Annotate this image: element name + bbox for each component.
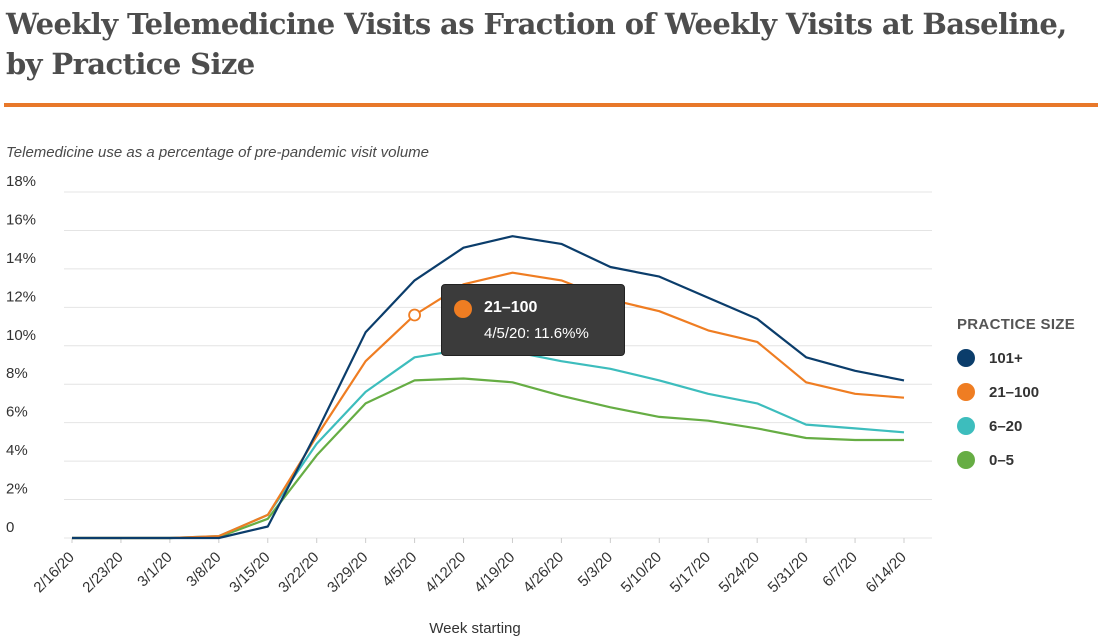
x-tick-label: 4/5/20 (379, 549, 421, 591)
tooltip-series-name: 21–100 (484, 299, 538, 316)
legend-swatch-0-5 (957, 451, 975, 469)
series-lines[interactable] (72, 235, 905, 540)
x-tick-label: 2/16/20 (30, 549, 77, 596)
legend-swatch-6-20 (957, 417, 975, 435)
legend-swatch-21-100 (957, 383, 975, 401)
legend-item-0-5[interactable]: 0–5 (957, 449, 1075, 471)
legend-swatch-101-plus (957, 349, 975, 367)
series-line-6-20[interactable] (72, 348, 905, 540)
x-tick-label: 3/22/20 (275, 549, 322, 596)
x-tick-label: 3/1/20 (134, 549, 176, 591)
y-tick-label: 2% (6, 481, 28, 498)
tooltip-value: 4/5/20: 11.6%% (484, 325, 589, 342)
y-tick-label: 12% (6, 288, 36, 305)
legend-item-6-20[interactable]: 6–20 (957, 415, 1075, 437)
y-tick-label: 10% (6, 327, 36, 344)
tooltip-series-dot (454, 300, 472, 318)
x-tick-label: 4/12/20 (422, 549, 469, 596)
x-tick-label: 5/24/20 (716, 549, 763, 596)
y-tick-label: 18% (6, 173, 36, 190)
x-tick-label: 6/7/20 (819, 549, 861, 591)
x-tick-label: 5/31/20 (765, 549, 812, 596)
y-tick-label: 16% (6, 211, 36, 228)
x-tick-label: 3/15/20 (226, 549, 273, 596)
chart-tooltip: 21–100 4/5/20: 11.6%% (441, 284, 625, 356)
grid-lines (64, 191, 932, 539)
legend-label: 21–100 (989, 383, 1040, 401)
series-line-0-5[interactable] (72, 377, 904, 540)
y-tick-label: 4% (6, 442, 28, 459)
series-line-101-plus[interactable] (72, 235, 905, 540)
y-tick-label: 14% (6, 250, 36, 267)
chart-subtitle: Telemedicine use as a percentage of pre-… (6, 144, 430, 161)
hover-point-marker[interactable] (408, 308, 421, 322)
x-tick-label: 3/29/20 (324, 549, 371, 596)
x-axis-ticks: 2/16/20 2/23/20 3/1/20 3/8/20 3/15/20 3/22/20… (30, 538, 910, 596)
x-tick-label: 4/19/20 (471, 549, 518, 596)
x-tick-label: 5/10/20 (618, 549, 665, 596)
y-tick-label: 8% (6, 365, 28, 382)
legend-title: PRACTICE SIZE (957, 316, 1076, 333)
x-tick-label: 4/26/20 (520, 549, 567, 596)
hover-marker-layer (408, 308, 421, 322)
legend-label: 101+ (989, 349, 1023, 367)
y-tick-label: 0 (6, 519, 14, 536)
legend-label: 6–20 (989, 417, 1023, 435)
x-tick-label: 6/14/20 (862, 549, 909, 596)
x-tick-label: 2/23/20 (79, 549, 126, 596)
series-line-21-100[interactable] (72, 271, 905, 540)
page-title: Weekly Telemedicine Visits as Fraction o… (6, 7, 1067, 81)
y-tick-label: 6% (6, 404, 28, 421)
legend-item-101-plus[interactable]: 101+ (957, 347, 1075, 369)
x-tick-label: 5/17/20 (667, 549, 714, 596)
x-axis-label: Week starting (429, 620, 520, 637)
legend-item-21-100[interactable]: 21–100 (957, 381, 1075, 403)
x-tick-label: 3/8/20 (183, 549, 225, 591)
legend: PRACTICE SIZE 101+ 21–100 6–20 0–5 (957, 316, 1075, 483)
legend-label: 0–5 (989, 451, 1015, 469)
y-axis-ticks: 0 2% 4% 6% 8% 10% 12% 14% 16% 18% (6, 173, 36, 536)
x-tick-label: 5/3/20 (575, 549, 617, 591)
title-divider (4, 103, 1098, 107)
